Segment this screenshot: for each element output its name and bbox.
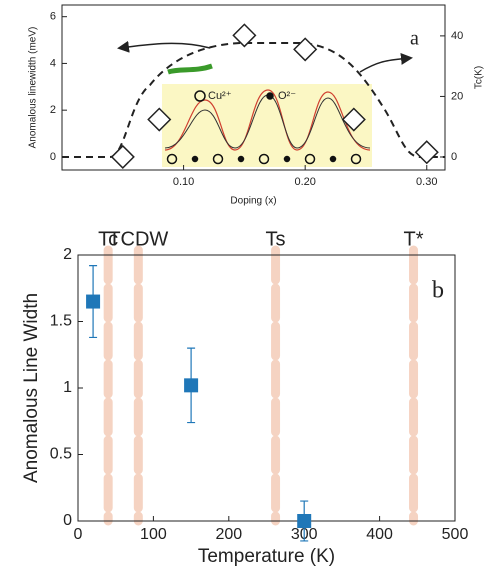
- marker: [147, 107, 172, 132]
- inset-atom: [283, 155, 291, 163]
- arrow: [359, 52, 413, 73]
- inset-wave: [164, 89, 371, 151]
- y-tick-label: 1.5: [50, 313, 72, 330]
- x-tick-label: 100: [140, 526, 167, 543]
- y2-axis-label: Tc(K): [474, 66, 485, 89]
- panel-label: b: [432, 278, 444, 304]
- x-tick-label: 0.30: [416, 176, 437, 188]
- y2-tick-label: 0: [451, 151, 457, 163]
- inset-label: Cu²⁺: [208, 90, 232, 102]
- band-label: TCDW: [108, 228, 168, 250]
- y-tick-label: 1: [63, 379, 72, 396]
- marker: [232, 23, 257, 48]
- arrow: [117, 40, 211, 53]
- band-label: Ts: [266, 228, 286, 250]
- y-tick-label: 2: [63, 246, 72, 263]
- inset-atom: [258, 153, 270, 165]
- marker: [184, 378, 199, 393]
- x-tick-label: 0.10: [173, 176, 194, 188]
- inset-atom-key: [194, 90, 206, 102]
- y-tick-label: 2: [50, 104, 56, 116]
- inset-atom: [304, 153, 316, 165]
- inset-atom: [237, 155, 245, 163]
- green-squiggle: [167, 63, 213, 75]
- y-tick-label: 0.5: [50, 446, 72, 463]
- band-label: T*: [404, 228, 424, 250]
- y-tick-label: 6: [50, 11, 56, 23]
- y-tick-label: 4: [50, 57, 56, 69]
- inset-atom: [350, 153, 362, 165]
- marker: [341, 107, 366, 132]
- inset-atom: [191, 155, 199, 163]
- y-axis-label: Anomalous linewidth (meV): [28, 27, 39, 149]
- marker: [110, 144, 135, 169]
- band-label: Tc: [98, 228, 118, 250]
- inset-atom-key: [266, 92, 274, 100]
- x-axis-label: Doping (x): [230, 196, 276, 207]
- inset-atom: [329, 155, 337, 163]
- x-axis-label: Temperature (K): [198, 546, 335, 567]
- y-tick-label: 0: [63, 512, 72, 529]
- inset-label: O²⁻: [278, 90, 296, 102]
- y-tick-label: 0: [50, 151, 56, 163]
- x-tick-label: 500: [442, 526, 469, 543]
- y2-tick-label: 40: [451, 30, 463, 42]
- marker: [293, 37, 318, 62]
- y2-tick-label: 20: [451, 90, 463, 102]
- inset-atom: [212, 153, 224, 165]
- marker: [297, 514, 312, 528]
- x-tick-label: 0: [74, 526, 83, 543]
- x-tick-label: 0.20: [294, 176, 315, 188]
- marker: [86, 294, 101, 309]
- inset-atom: [166, 153, 178, 165]
- plot-frame: [61, 4, 446, 171]
- panel-label: a: [410, 28, 419, 50]
- y-axis-label: Anomalous Line Width: [21, 293, 42, 483]
- marker: [414, 140, 439, 165]
- x-tick-label: 200: [215, 526, 242, 543]
- x-tick-label: 400: [366, 526, 393, 543]
